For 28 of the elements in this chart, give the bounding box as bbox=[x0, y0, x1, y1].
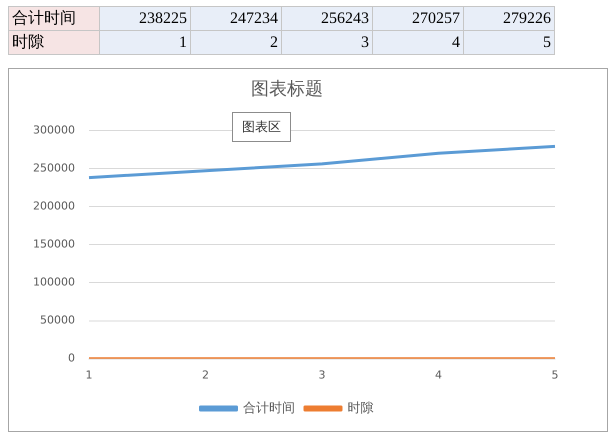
text: 279226 bbox=[464, 6, 554, 30]
y-tick-label: 200000 bbox=[32, 200, 75, 213]
chart-title: 图表标题 bbox=[251, 78, 323, 100]
text: 270257 bbox=[372, 6, 464, 30]
legend-label: 合计时间 bbox=[243, 400, 295, 416]
y-tick-label: 100000 bbox=[32, 276, 75, 289]
y-tick-label: 150000 bbox=[32, 238, 75, 251]
text: 3 bbox=[282, 30, 372, 54]
text: 238225 bbox=[100, 6, 190, 30]
x-tick-label: 3 bbox=[318, 368, 326, 382]
text: 时隙 bbox=[12, 32, 44, 51]
text: 2 bbox=[190, 30, 282, 54]
x-tick-label: 4 bbox=[435, 368, 442, 382]
y-tick-label: 300000 bbox=[32, 123, 75, 136]
y-tick-label: 0 bbox=[68, 352, 75, 365]
text: 247234 bbox=[190, 6, 282, 30]
y-tick-label: 50000 bbox=[40, 314, 75, 327]
text: 1 bbox=[100, 30, 190, 54]
x-tick-label: 5 bbox=[552, 368, 558, 382]
text: 5 bbox=[464, 30, 554, 54]
text: 4 bbox=[372, 30, 464, 54]
y-tick-label: 250000 bbox=[32, 161, 75, 174]
x-tick-label: 1 bbox=[85, 368, 92, 382]
legend-label: 时隙 bbox=[348, 400, 374, 416]
text: 合计时间 bbox=[12, 8, 76, 27]
annotation: 图表区 bbox=[232, 112, 291, 142]
text: 256243 bbox=[282, 6, 372, 30]
x-tick-label: 2 bbox=[202, 368, 209, 382]
